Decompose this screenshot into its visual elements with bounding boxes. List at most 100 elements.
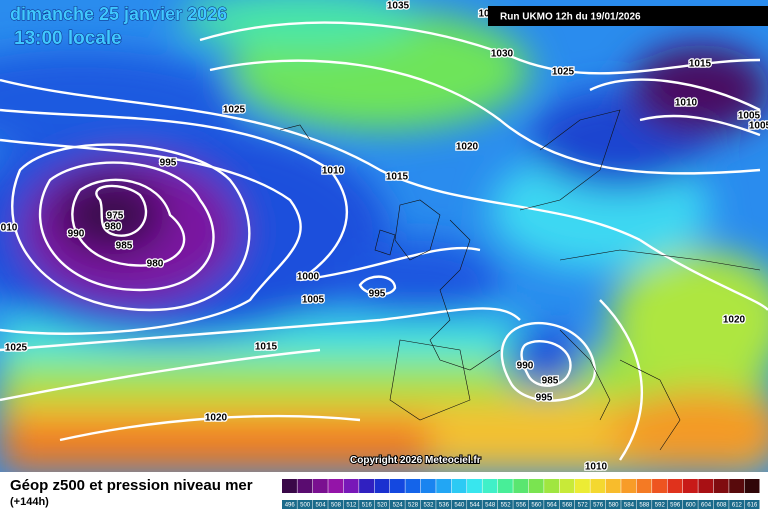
colorbar-swatch <box>667 479 683 493</box>
colorbar-swatch <box>605 479 621 493</box>
colorbar-swatch <box>405 479 421 493</box>
colorbar-label: 552 <box>501 503 512 509</box>
colorbar-label: 592 <box>655 503 666 509</box>
colorbar-label: 532 <box>423 503 434 509</box>
colorbar-swatch <box>451 479 467 493</box>
isobar-label: 1010 <box>322 166 345 177</box>
colorbar-label: 604 <box>701 503 712 509</box>
colorbar-swatch <box>621 479 637 493</box>
isobar-label: 985 <box>542 376 559 387</box>
colorbar-label-bg <box>405 500 421 509</box>
colorbar-label: 576 <box>593 503 604 509</box>
colorbar-label-bg <box>744 500 760 509</box>
coastlines <box>279 109 761 451</box>
colorbar-swatch <box>698 479 714 493</box>
run-label: Run UKMO 12h du 19/01/2026 <box>500 12 641 23</box>
isobar-label: 1030 <box>491 49 514 60</box>
colorbar-label: 540 <box>454 503 465 509</box>
colorbar-label-bg <box>544 500 560 509</box>
isobar-label: 995 <box>369 289 386 300</box>
colorbar-label-bg <box>343 500 359 509</box>
colorbar-swatch <box>636 479 652 493</box>
colorbar-label-bg <box>359 500 375 509</box>
colorbar-label-bg <box>652 500 667 509</box>
colorbar-label: 596 <box>670 503 681 509</box>
isobar-label: 1005 <box>738 111 761 122</box>
colorbar-label: 564 <box>547 503 558 509</box>
isobar-label: 1020 <box>456 142 479 153</box>
colorbar-swatch <box>420 479 436 493</box>
isobar-label: 1025 <box>552 67 575 78</box>
colorbar-label-bg <box>528 500 544 509</box>
isobars <box>0 21 768 461</box>
isobar-label: 1020 <box>205 413 228 424</box>
isobar-label: 1005 <box>302 295 325 306</box>
colorbar-label: 608 <box>716 503 727 509</box>
colorbar-label: 516 <box>362 503 373 509</box>
isobar-label: 990 <box>517 361 534 372</box>
colorbar-label-bg <box>389 500 405 509</box>
colorbar-label: 612 <box>732 503 743 509</box>
map-time: 13:00 locale <box>14 28 122 49</box>
colorbar-swatch <box>282 479 297 493</box>
run-box <box>488 6 768 26</box>
colorbar-label: 568 <box>562 503 573 509</box>
isobar-label: 980 <box>105 222 122 233</box>
colorbar-label-bg <box>297 500 313 509</box>
colorbar-swatch <box>544 479 560 493</box>
colorbar-swatch <box>559 479 575 493</box>
colorbar-label-bg <box>420 500 436 509</box>
colorbar-swatch <box>574 479 590 493</box>
colorbar-label-bg <box>559 500 575 509</box>
colorbar-swatch <box>682 479 698 493</box>
colorbar-label: 588 <box>639 503 650 509</box>
colorbar-label-bg <box>374 500 390 509</box>
isobar-labels: 1035 10 1030 1025 1015 1010 1005 1005 10… <box>0 0 768 474</box>
colorbar-label-bg <box>513 500 529 509</box>
colorbar-label-bg <box>636 500 652 509</box>
isobar-label: 985 <box>116 241 133 252</box>
colorbar-label: 548 <box>485 503 496 509</box>
isobar-label: 1015 <box>255 342 278 353</box>
colorbar-label-bg <box>729 500 745 509</box>
colorbar-label: 500 <box>300 503 311 509</box>
isobar-label: 1010 <box>675 98 698 109</box>
colorbar-swatch <box>328 479 344 493</box>
isobar-label: 1010 <box>585 462 608 473</box>
colorbar-label-bg <box>713 500 729 509</box>
colorbar-swatch <box>482 479 498 493</box>
colorbar-label-bg <box>436 500 452 509</box>
isobar-label: 1005 <box>749 121 768 132</box>
colorbar-label-bg <box>328 500 344 509</box>
colorbar-label-bg <box>698 500 714 509</box>
colorbar-swatch <box>513 479 529 493</box>
colorbar-swatch <box>343 479 359 493</box>
isobar-label: 1000 <box>297 272 320 283</box>
colorbar-label: 556 <box>516 503 527 509</box>
colorbar-label: 544 <box>470 503 481 509</box>
colorbar-label-bg <box>451 500 467 509</box>
colorbar-label: 524 <box>393 503 404 509</box>
isobar-label: 1015 <box>689 59 712 70</box>
colorbar-label: 504 <box>316 503 327 509</box>
footer-lead: (+144h) <box>10 496 49 508</box>
colorbar-swatch <box>729 479 745 493</box>
colorbar-swatch <box>652 479 667 493</box>
colorbar-label-bg <box>497 500 513 509</box>
isobar-label: 1025 <box>5 343 28 354</box>
colorbar-swatch <box>528 479 544 493</box>
isobar-label: 980 <box>147 259 164 270</box>
colorbar-label: 572 <box>578 503 589 509</box>
colorbar-label-bg <box>590 500 606 509</box>
isobar-label: 990 <box>68 229 85 240</box>
colorbar-swatch <box>359 479 375 493</box>
colorbar-swatch <box>389 479 405 493</box>
colorbar-label-bg <box>467 500 482 509</box>
colorbar-label-bg <box>667 500 683 509</box>
colorbar-label: 496 <box>285 503 296 509</box>
map-date: dimanche 25 janvier 2026 <box>10 4 227 24</box>
colorbar-label: 520 <box>377 503 388 509</box>
copyright: Copyright 2026 Meteociel.fr <box>350 455 481 466</box>
colorbar-label-bg <box>312 500 328 509</box>
